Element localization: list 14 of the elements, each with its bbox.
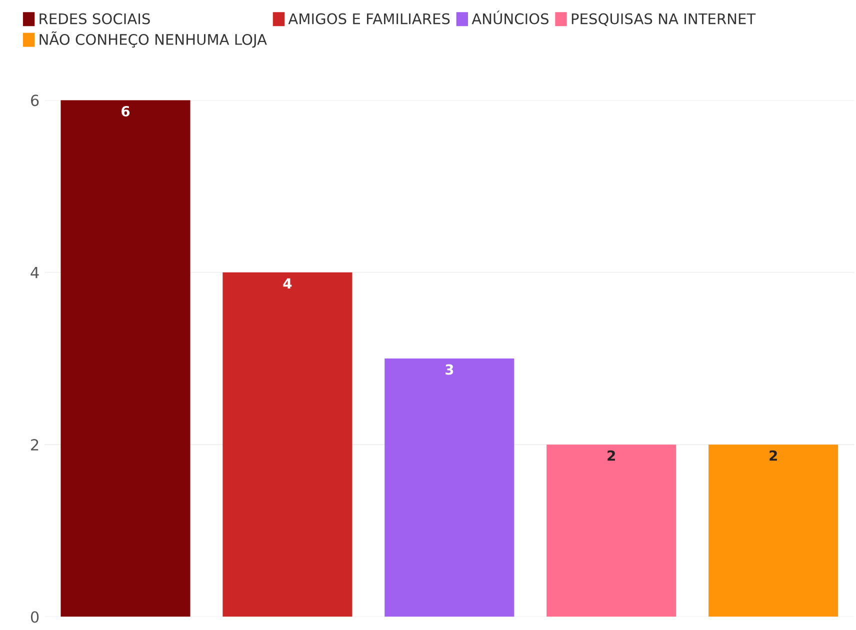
legend-label: NÃO CONHEÇO NENHUMA LOJA — [40, 31, 267, 48]
data-label: 6 — [122, 106, 130, 116]
data-label: 4 — [283, 278, 292, 288]
legend-label: PESQUISAS NA INTERNET — [572, 13, 756, 26]
legend-label: REDES SOCIAIS — [40, 13, 150, 24]
data-label: 2 — [608, 450, 615, 461]
data-label: 3 — [445, 364, 454, 375]
y-tick-label: 2 — [31, 439, 38, 450]
y-tick-label: 4 — [30, 267, 39, 278]
data-label: 2 — [770, 450, 777, 461]
legend-label: ANÚNCIOS — [472, 10, 549, 24]
y-tick-label: 6 — [30, 94, 39, 106]
y-tick-label: 0 — [30, 611, 39, 623]
legend-label: AMIGOS E FAMILIARES — [288, 13, 450, 24]
